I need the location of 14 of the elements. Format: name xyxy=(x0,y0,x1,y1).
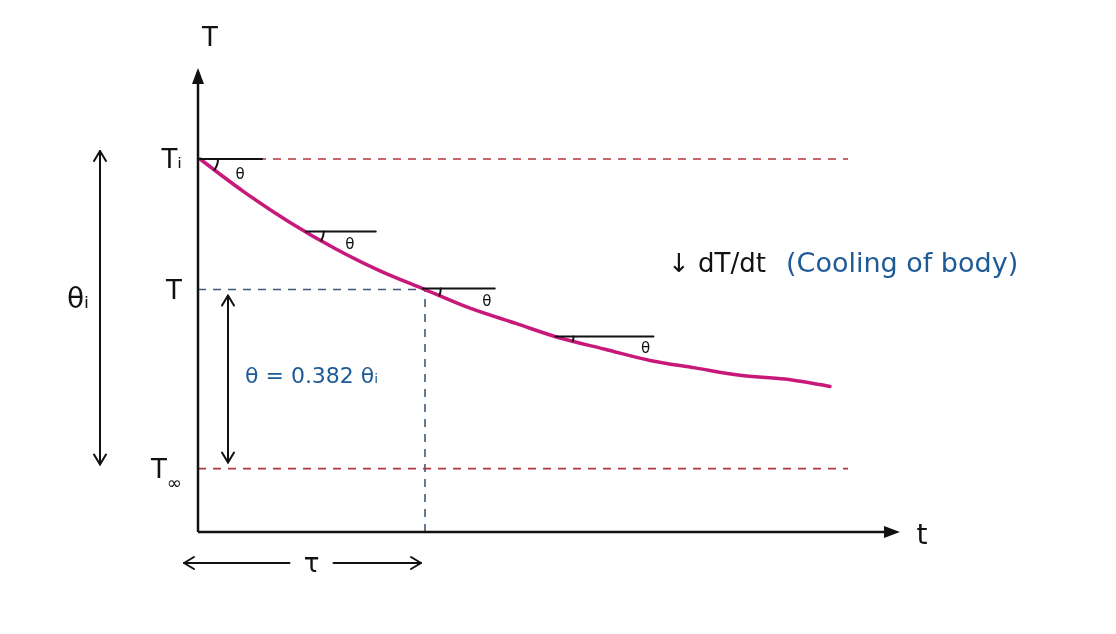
ref-line-label: T$_{∞}$ xyxy=(149,453,182,493)
annotation: θ xyxy=(640,338,651,357)
y-axis-title: T xyxy=(201,22,219,52)
x-axis-title: t xyxy=(916,518,928,551)
annotation: (Cooling of body) xyxy=(786,247,1019,278)
ref-line-label: T xyxy=(165,274,183,305)
annotation: θ = 0.382 θᵢ xyxy=(245,363,379,388)
text: θᵢ xyxy=(66,282,90,315)
ref-line-label: Tᵢ xyxy=(160,144,182,174)
annotation: θ xyxy=(482,292,492,311)
annotation: θ xyxy=(235,164,245,183)
annotation: θ xyxy=(345,234,355,253)
annotation: ↓ dT/dt xyxy=(668,248,766,278)
text: τ xyxy=(303,548,320,578)
